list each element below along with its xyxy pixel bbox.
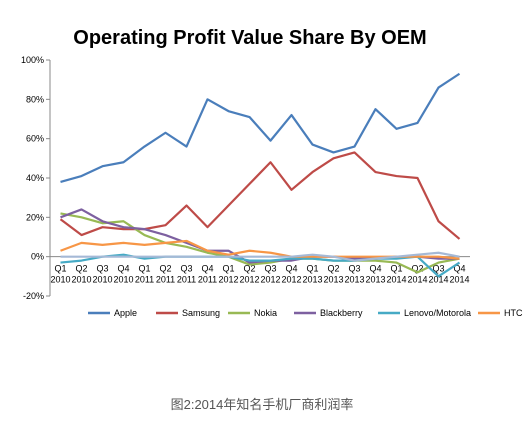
x-tick-label: Q3 2010 xyxy=(92,264,112,285)
x-tick-label: Q1 2014 xyxy=(386,264,406,285)
legend-label: Apple xyxy=(114,308,137,318)
series-line xyxy=(60,251,460,262)
legend-label: Blackberry xyxy=(320,308,363,318)
chart-title: Operating Profit Value Share By OEM xyxy=(73,27,426,49)
legend-label: Nokia xyxy=(254,308,277,318)
x-tick-label: Q2 2014 xyxy=(407,264,427,285)
x-tick-label: Q3 2014 xyxy=(428,264,448,285)
x-tick-label: Q3 2013 xyxy=(344,264,364,285)
x-tick-label: Q4 2014 xyxy=(449,264,469,285)
series-line xyxy=(60,212,460,274)
legend-label: HTC xyxy=(504,308,523,318)
x-tick-label: Q4 2012 xyxy=(281,264,301,285)
y-tick-label: 100% xyxy=(21,55,44,65)
x-tick-label: Q3 2012 xyxy=(260,264,280,285)
x-tick-label: Q1 2010 xyxy=(50,264,70,285)
y-tick-label: 60% xyxy=(26,134,44,144)
legend-label: Lenovo/Motorola xyxy=(404,308,471,318)
x-tick-label: Q4 2010 xyxy=(113,264,133,285)
x-tick-label: Q1 2013 xyxy=(302,264,322,285)
y-tick-label: -20% xyxy=(23,291,44,301)
y-tick-label: 0% xyxy=(31,252,44,262)
series-line xyxy=(60,253,461,278)
x-tick-label: Q2 2013 xyxy=(323,264,343,285)
x-tick-label: Q2 2011 xyxy=(156,264,175,285)
y-tick-label: 20% xyxy=(26,212,44,222)
y-tick-label: 80% xyxy=(26,94,44,104)
x-tick-label: Q1 2011 xyxy=(135,264,154,285)
series-line xyxy=(59,151,461,240)
caption: 图2:2014年知名手机厂商利润率 xyxy=(171,397,354,412)
series-line xyxy=(60,72,461,183)
x-tick-label: Q1 2012 xyxy=(218,264,238,285)
y-tick-label: 40% xyxy=(26,173,44,183)
x-tick-label: Q3 2011 xyxy=(177,264,196,285)
x-tick-label: Q2 2010 xyxy=(71,264,91,285)
x-tick-label: Q4 2013 xyxy=(365,264,385,285)
x-tick-label: Q2 2012 xyxy=(239,264,259,285)
legend-label: Samsung xyxy=(182,308,220,318)
x-tick-label: Q4 2011 xyxy=(198,264,217,285)
